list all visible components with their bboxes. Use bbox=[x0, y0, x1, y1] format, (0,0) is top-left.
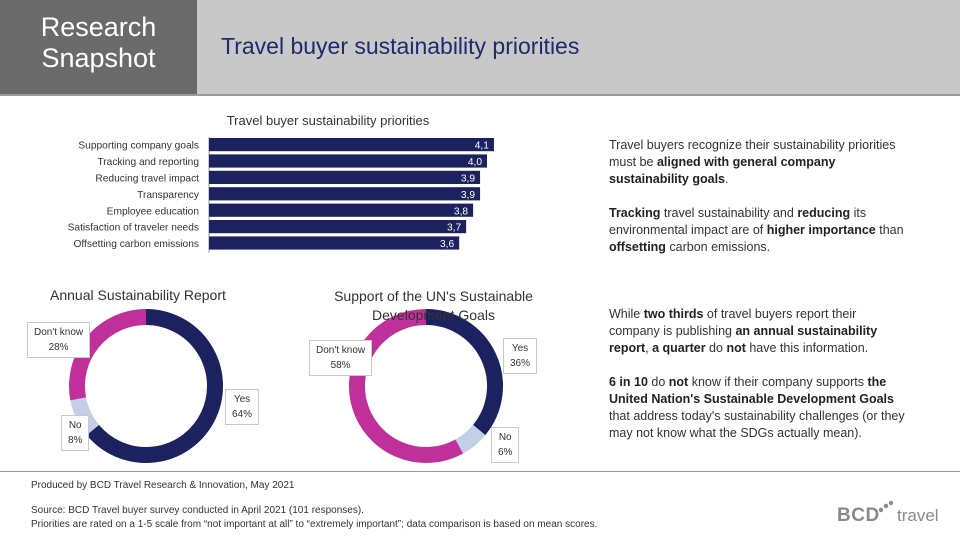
callout-value: 58% bbox=[330, 360, 351, 371]
donut-slice-don-t-know bbox=[69, 309, 147, 401]
priorities-bar-chart: Travel buyer sustainability priorities Su… bbox=[68, 113, 494, 253]
research-snapshot-label: Research Snapshot bbox=[0, 0, 197, 94]
bar-category-label: Tracking and reporting bbox=[97, 157, 199, 168]
header-divider bbox=[0, 94, 960, 96]
bar-value-label: 3,9 bbox=[461, 174, 475, 185]
bcd-travel-logo: BCD travel bbox=[837, 500, 947, 530]
bar-category-label: Reducing travel impact bbox=[95, 174, 199, 185]
body-text: than bbox=[875, 223, 904, 237]
donut-slice-yes bbox=[86, 309, 223, 463]
callout-value: 64% bbox=[232, 409, 253, 420]
page-title: Travel buyer sustainability priorities bbox=[221, 33, 580, 59]
callout-value: 8% bbox=[68, 435, 83, 446]
callout-label: Yes bbox=[233, 394, 251, 405]
un-yes-callout: Yes 36% bbox=[503, 338, 538, 374]
bar-5 bbox=[209, 220, 467, 234]
produced-by-text: Produced by BCD Travel Research & Innova… bbox=[31, 480, 295, 491]
body-text: have this information. bbox=[745, 341, 869, 355]
insight-p3: While two thirds of travel buyers report… bbox=[609, 306, 909, 357]
highlight-text: an annual sustainability report bbox=[609, 324, 878, 355]
insight-text-top: Travel buyers recognize their sustainabi… bbox=[609, 137, 909, 273]
bar-1 bbox=[209, 154, 487, 168]
un-dontknow-callout: Don't know 58% bbox=[309, 340, 373, 376]
bar-category-label: Transparency bbox=[137, 190, 200, 201]
body-text: know if their company supports bbox=[688, 375, 868, 389]
highlight-text: reducing bbox=[797, 206, 851, 220]
methodology-note: Priorities are rated on a 1-5 scale from… bbox=[31, 519, 598, 530]
logo-dots-icon bbox=[878, 500, 894, 513]
callout-label: No bbox=[68, 420, 82, 431]
insight-p1: Travel buyers recognize their sustainabi… bbox=[609, 137, 909, 188]
donut-slice-no bbox=[455, 424, 486, 454]
bar-category-label: Supporting company goals bbox=[78, 141, 199, 152]
un-goals-title-line1: Support of the UN's Sustainable bbox=[334, 288, 533, 304]
bar-value-label: 3,7 bbox=[447, 223, 461, 234]
bar-value-label: 3,9 bbox=[461, 190, 475, 201]
body-text: . bbox=[725, 172, 729, 186]
callout-label: Don't know bbox=[316, 345, 366, 356]
callout-value: 28% bbox=[48, 342, 69, 353]
header-bar: Travel buyer sustainability priorities bbox=[197, 0, 960, 94]
bar-value-label: 4,1 bbox=[475, 141, 489, 152]
body-text: do bbox=[647, 375, 669, 389]
body-text: that address today's sustainability chal… bbox=[609, 409, 905, 440]
bar-category-label: Employee education bbox=[107, 206, 199, 217]
insight-text-bottom: While two thirds of travel buyers report… bbox=[609, 306, 909, 459]
un-goals-title: Support of the UN's Sustainable Developm… bbox=[331, 287, 536, 325]
bar-3 bbox=[209, 187, 481, 201]
callout-label: Don't know bbox=[34, 327, 84, 338]
highlight-text: higher importance bbox=[766, 223, 876, 237]
logo-brand: BCD bbox=[837, 505, 880, 526]
bar-6 bbox=[209, 236, 460, 250]
highlight-text: the United Nation's Sustainable Developm… bbox=[609, 375, 894, 406]
highlight-text: aligned with general company sustainabil… bbox=[609, 155, 836, 186]
logo-suffix: travel bbox=[897, 506, 939, 525]
callout-value: 6% bbox=[498, 447, 513, 458]
bar-category-label: Offsetting carbon emissions bbox=[73, 239, 199, 250]
callout-value: 36% bbox=[510, 358, 531, 369]
bar-value-label: 3,6 bbox=[440, 239, 454, 250]
highlight-text: not bbox=[668, 375, 689, 389]
body-text: travel sustainability and bbox=[660, 206, 798, 220]
callout-label: Yes bbox=[511, 343, 529, 354]
body-text: While bbox=[609, 307, 644, 321]
body-text: do bbox=[705, 341, 727, 355]
highlight-text: 6 in 10 bbox=[609, 375, 648, 389]
insight-p4: 6 in 10 do not know if their company sup… bbox=[609, 374, 909, 442]
body-text: its environmental impact are of bbox=[609, 206, 867, 237]
highlight-text: offsetting bbox=[609, 240, 666, 254]
callout-label: No bbox=[498, 432, 512, 443]
highlight-text: two thirds bbox=[643, 307, 704, 321]
un-goals-title-line2: Development Goals bbox=[372, 307, 495, 323]
un-goals-donut bbox=[349, 309, 503, 463]
donut-slice-yes bbox=[425, 309, 503, 436]
bar-value-label: 4,0 bbox=[468, 157, 482, 168]
bar-category-label: Satisfaction of traveler needs bbox=[68, 223, 199, 234]
highlight-text: a quarter bbox=[652, 341, 706, 355]
bar-2 bbox=[209, 170, 481, 184]
bar-0 bbox=[209, 138, 494, 152]
bar-chart-title: Travel buyer sustainability priorities bbox=[227, 113, 430, 128]
body-text: of travel buyers report their company is… bbox=[609, 307, 857, 338]
bar-value-label: 3,8 bbox=[454, 206, 468, 217]
annual-report-title: Annual Sustainability Report bbox=[50, 287, 226, 303]
donut-slice-don-t-know bbox=[349, 309, 464, 463]
un-no-callout: No 6% bbox=[491, 427, 520, 463]
highlight-text: not bbox=[726, 341, 746, 355]
annual-yes-callout: Yes 64% bbox=[225, 389, 260, 425]
body-text: carbon emissions. bbox=[665, 240, 771, 254]
annual-no-callout: No 8% bbox=[61, 415, 90, 451]
source-text: Source: BCD Travel buyer survey conducte… bbox=[31, 505, 364, 516]
body-text: Travel buyers recognize their sustainabi… bbox=[609, 138, 896, 169]
footer-divider bbox=[0, 471, 960, 472]
bar-4 bbox=[209, 203, 474, 217]
body-text: , bbox=[645, 341, 653, 355]
research-snapshot-text: Research Snapshot bbox=[40, 12, 157, 73]
annual-dontknow-callout: Don't know 28% bbox=[27, 322, 91, 358]
highlight-text: Tracking bbox=[609, 206, 661, 220]
insight-p2: Tracking travel sustainability and reduc… bbox=[609, 205, 909, 256]
